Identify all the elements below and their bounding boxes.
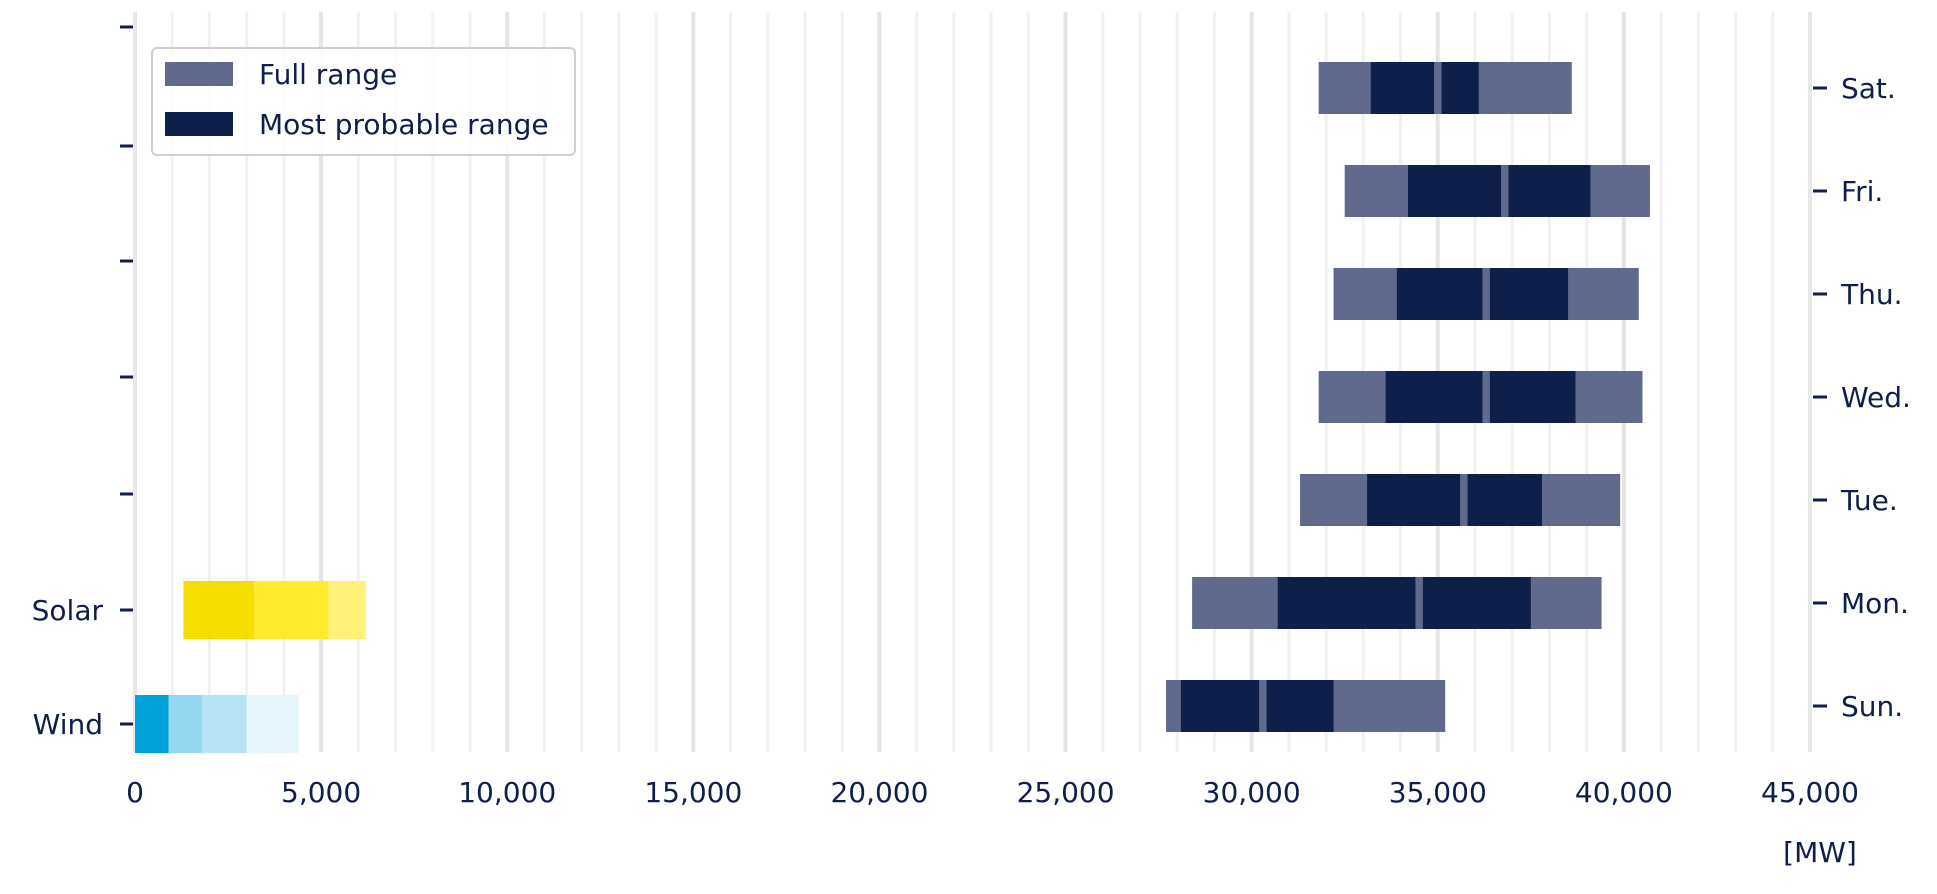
- legend-label-full-range: Full range: [259, 58, 397, 91]
- solar-segment: [328, 581, 366, 639]
- right-tick-label: Mon.: [1841, 587, 1909, 620]
- bars: [135, 62, 1650, 753]
- most-probable-bar: [1385, 371, 1483, 423]
- axis-ticks: 0 5,000 10,000 15,000 20,000 25,000 30,000 35,0…: [32, 25, 1911, 809]
- solar-segment: [183, 581, 255, 639]
- right-tick-label: Sun.: [1841, 690, 1903, 723]
- solar-segment: [254, 581, 329, 639]
- x-tick-label: 0: [126, 776, 144, 809]
- most-probable-bar: [1508, 165, 1591, 217]
- x-tick-label: 35,000: [1389, 776, 1487, 809]
- x-axis-label: [MW]: [1783, 836, 1857, 869]
- legend: Full range Most probable range: [151, 47, 576, 156]
- most-probable-bar: [1266, 680, 1334, 732]
- most-probable-bar: [1489, 268, 1569, 320]
- wind-segment: [202, 695, 247, 753]
- right-tick-label: Fri.: [1841, 175, 1883, 208]
- most-probable-bar: [1489, 371, 1576, 423]
- wind-segment: [246, 695, 299, 753]
- most-probable-bar: [1408, 165, 1502, 217]
- x-tick-label: 25,000: [1017, 776, 1115, 809]
- most-probable-bar: [1422, 577, 1531, 629]
- most-probable-bar: [1277, 577, 1416, 629]
- most-probable-bar: [1396, 268, 1483, 320]
- legend-swatch-most-probable-range: [165, 112, 233, 136]
- left-tick-label: Wind: [33, 708, 103, 741]
- left-tick-label: Solar: [32, 594, 104, 627]
- legend-swatch-full-range: [165, 62, 233, 86]
- most-probable-bar: [1367, 474, 1461, 526]
- legend-label-most-probable-range: Most probable range: [259, 108, 549, 141]
- x-tick-label: 40,000: [1575, 776, 1673, 809]
- legend-frame: [151, 47, 576, 156]
- wind-segment: [135, 695, 169, 753]
- right-tick-label: Thu.: [1840, 278, 1903, 311]
- x-tick-label: 20,000: [830, 776, 928, 809]
- wind-segment: [168, 695, 202, 753]
- axis-spines: [133, 12, 1812, 752]
- x-tick-label: 30,000: [1203, 776, 1301, 809]
- most-probable-bar: [1180, 680, 1260, 732]
- most-probable-bar: [1467, 474, 1542, 526]
- x-tick-label: 15,000: [644, 776, 742, 809]
- full-range-bar: [1333, 268, 1639, 320]
- most-probable-bar: [1370, 62, 1435, 114]
- right-tick-label: Wed.: [1841, 381, 1911, 414]
- most-probable-bar: [1441, 62, 1479, 114]
- right-tick-label: Tue.: [1840, 484, 1898, 517]
- x-tick-label: 10,000: [458, 776, 556, 809]
- right-tick-label: Sat.: [1841, 72, 1896, 105]
- x-tick-label: 5,000: [281, 776, 361, 809]
- x-tick-label: 45,000: [1761, 776, 1859, 809]
